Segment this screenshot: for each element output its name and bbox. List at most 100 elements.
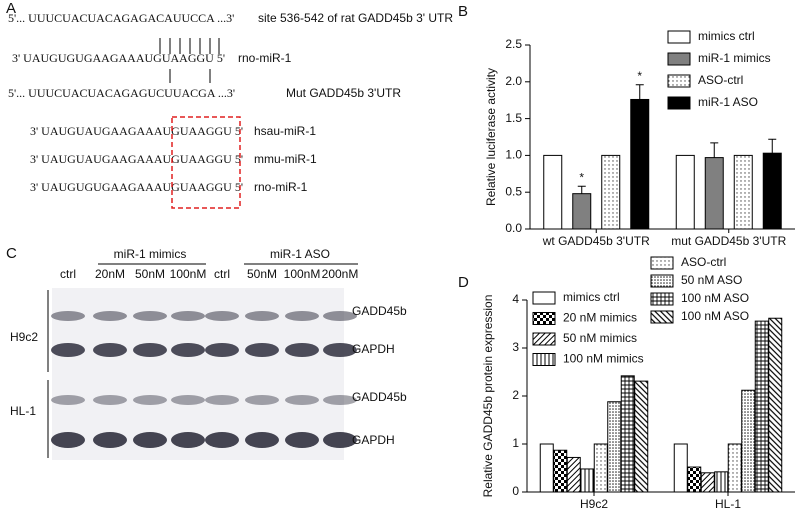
legend-label: mimics ctrl [698, 29, 755, 43]
group-label: miR-1 ASO [270, 247, 330, 261]
y-tick-label: 1 [512, 436, 519, 450]
bar [620, 375, 635, 493]
y-tick-label: 2.5 [505, 37, 522, 51]
error-bar [577, 185, 586, 194]
x-tick-label: HL-1 [715, 497, 741, 510]
sequence: 3' UAUGUGUGAAGAAAUGUAAGGU 5' [30, 180, 243, 194]
cell-line: H9c2 [10, 330, 38, 344]
band [285, 432, 319, 448]
bar [566, 456, 581, 493]
bar [543, 154, 563, 230]
cell-line: HL-1 [10, 404, 36, 418]
y-tick-label: 1.0 [505, 148, 522, 162]
band [171, 311, 205, 321]
band [171, 432, 205, 448]
bar [634, 380, 649, 493]
band [245, 395, 279, 405]
legend-swatch [650, 292, 674, 306]
bar [687, 466, 702, 493]
legend-label: 50 nM mimics [563, 331, 637, 345]
y-tick-label: 0.0 [505, 221, 522, 235]
band [93, 343, 127, 357]
y-tick-label: 0 [512, 484, 519, 498]
lane-label: 50nM [135, 267, 165, 281]
bar [601, 154, 621, 230]
legend-label: miR-1 mimics [698, 51, 771, 65]
chart: D Relative GADD45b protein expression 0 1 2 3… [458, 255, 795, 510]
chart: B Relative luciferase activity 0.0 0.5 1.0 1.… [458, 3, 795, 248]
band-label: GADD45b [352, 390, 407, 404]
bar [754, 320, 769, 493]
y-tick-label: 2.0 [505, 74, 522, 88]
sequence-name: mmu-miR-1 [254, 152, 317, 166]
sequence-name: Mut GADD45b 3'UTR [286, 86, 401, 100]
band [205, 311, 239, 321]
legend-swatch [667, 52, 691, 66]
band [93, 395, 127, 405]
lane-label: 100nM [170, 267, 207, 281]
band [285, 343, 319, 357]
group-label: miR-1 mimics [114, 247, 187, 261]
band [323, 395, 357, 405]
band [245, 343, 279, 357]
pairing-lines [159, 38, 220, 54]
y-tick-label: 0.5 [505, 184, 522, 198]
x-tick-label: mut GADD45b 3'UTR [671, 234, 786, 248]
legend-label: miR-1 ASO [698, 95, 758, 109]
band [323, 343, 357, 357]
band [51, 311, 85, 321]
panel-c: C miR-1 mimics miR-1 ASO ctrl 20nM 50nM 100… [6, 245, 407, 460]
legend-label: 100 nM ASO [681, 291, 749, 305]
band [171, 395, 205, 405]
sequence: 5'... UUUCUACUACAGAGUCUUACGA ...3' [8, 86, 235, 100]
panel-label: A [6, 0, 16, 17]
legend-swatch [532, 353, 556, 366]
lane-label: ctrl [60, 267, 76, 281]
y-axis-label: Relative GADD45b protein expression [481, 295, 495, 498]
y-tick-label: 1.5 [505, 111, 522, 125]
band [133, 311, 167, 321]
error-bar [768, 138, 777, 154]
error-bar [710, 142, 719, 158]
lane-label: 50nM [247, 267, 277, 281]
bar [741, 389, 756, 493]
panel-label: B [458, 3, 468, 20]
band [323, 311, 357, 321]
band [133, 432, 167, 448]
sequence-name: site 536-542 of rat GADD45b 3' UTR [258, 11, 453, 25]
lane-label: ctrl [214, 267, 230, 281]
band [133, 343, 167, 357]
band [51, 395, 85, 405]
seed-box [171, 116, 241, 209]
y-tick-label: 2 [512, 388, 519, 402]
panel-a: A 5'... UUUCUACUACAGAGACAUUCCA ...3' sit… [6, 0, 453, 209]
error-bar [635, 84, 644, 100]
band [245, 432, 279, 448]
bar [553, 449, 568, 493]
legend-label: 100 nM ASO [681, 309, 749, 323]
sequence-name: hsau-miR-1 [254, 124, 316, 138]
x-tick-label: H9c2 [580, 497, 608, 510]
x-tick-label: wt GADD45b 3'UTR [542, 234, 650, 248]
legend-swatch [650, 274, 674, 288]
bar [607, 401, 622, 493]
bar [673, 443, 688, 493]
legend-swatch [650, 256, 674, 270]
legend-label: 50 nM ASO [681, 273, 742, 287]
band-label: GADD45b [352, 304, 407, 318]
sequence: 3' UAUGUAUGAAGAAAUGUAAGGU 5' [30, 152, 243, 166]
band [285, 311, 319, 321]
bar [572, 193, 592, 230]
bar [580, 468, 595, 493]
sequence: 3' UAUGUAUGAAGAAAUGUAAGGU 5' [30, 124, 243, 138]
band [205, 343, 239, 357]
legend-swatch [532, 291, 556, 305]
legend-label: ASO-ctrl [698, 73, 743, 87]
band [93, 432, 127, 448]
band [285, 395, 319, 405]
panel-label: D [458, 274, 469, 291]
legend-swatch [650, 310, 674, 324]
legend-swatch [532, 312, 556, 325]
significance: * [637, 69, 642, 83]
legend-label: ASO-ctrl [681, 255, 726, 269]
